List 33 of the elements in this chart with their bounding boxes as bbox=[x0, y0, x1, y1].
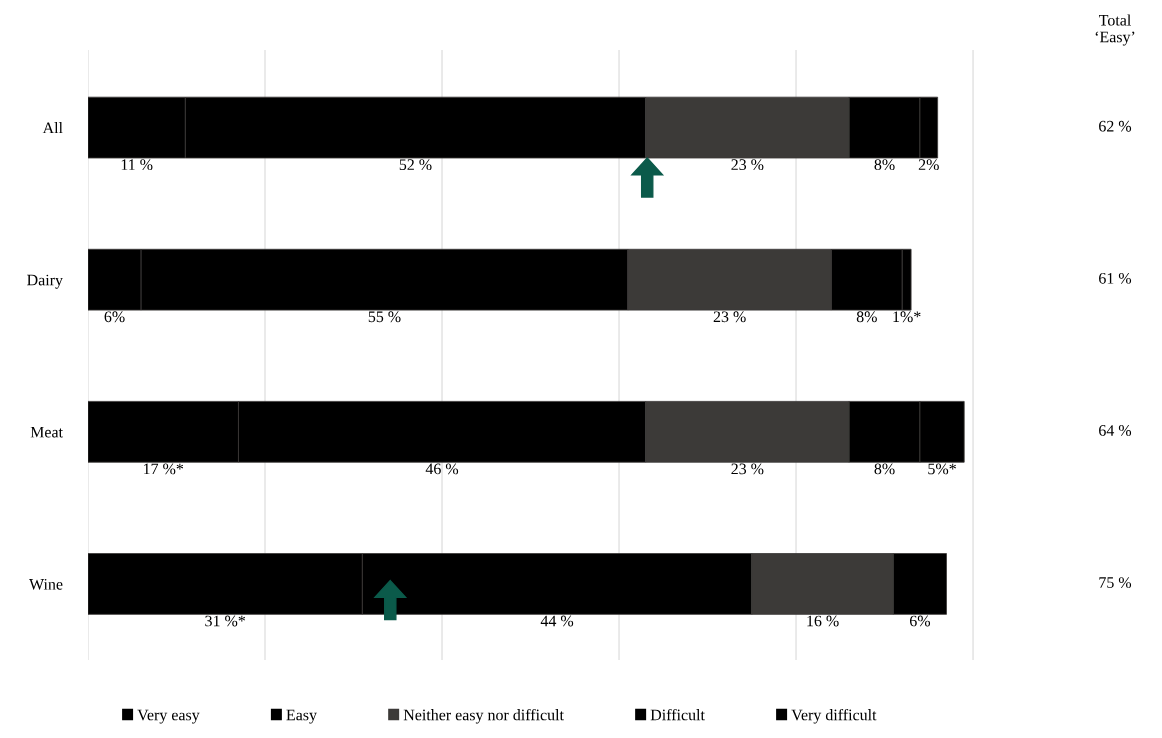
legend-label: Difficult bbox=[650, 708, 705, 721]
legend-label: Very difficult bbox=[791, 708, 877, 724]
y-tick-label: Meat bbox=[30, 426, 63, 438]
legend-label: Easy bbox=[286, 709, 317, 724]
data-label: 8% bbox=[874, 159, 895, 171]
y-tick-label: Wine bbox=[29, 578, 63, 590]
data-label: 8% bbox=[856, 311, 877, 323]
data-label: 23 % bbox=[713, 311, 746, 323]
data-label: 11 % bbox=[121, 159, 153, 171]
data-label: 8% bbox=[874, 463, 895, 475]
data-label: 31 %* bbox=[205, 615, 246, 627]
data-label: 2% bbox=[918, 159, 939, 171]
text: 62 % bbox=[1099, 120, 1132, 132]
data-label: 6% bbox=[909, 615, 931, 627]
data-label: 52 % bbox=[399, 159, 432, 171]
data-label: 23 % bbox=[731, 159, 764, 171]
data-label: 55 % bbox=[368, 311, 401, 323]
data-label: 6% bbox=[104, 311, 125, 323]
y-tick-label: All bbox=[42, 122, 63, 134]
data-label: 5%* bbox=[928, 463, 956, 475]
data-label: 46 % bbox=[425, 463, 459, 475]
text: 75 % bbox=[1099, 577, 1132, 588]
data-label: 16 % bbox=[807, 615, 839, 627]
data-label: 44 % bbox=[540, 615, 574, 627]
text: Total ‘Easy’ bbox=[1095, 14, 1135, 46]
text: 61 % bbox=[1099, 272, 1132, 284]
y-tick-label: Dairy bbox=[27, 274, 63, 289]
legend-label: Very easy bbox=[137, 709, 200, 724]
legend-label: Neither easy nor difficult bbox=[403, 708, 564, 724]
data-label: 23 % bbox=[731, 463, 764, 475]
data-label: 17 %* bbox=[144, 463, 184, 475]
data-label: 1%* bbox=[893, 311, 921, 323]
text: 64 % bbox=[1099, 425, 1132, 436]
